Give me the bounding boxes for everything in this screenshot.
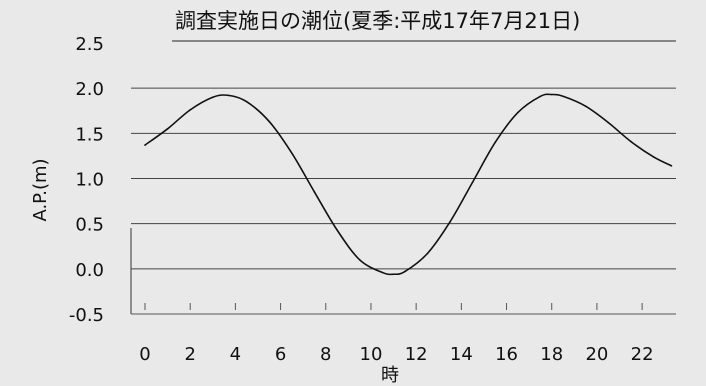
data-point bbox=[471, 181, 474, 183]
data-point bbox=[630, 140, 632, 143]
data-point bbox=[449, 221, 451, 223]
y-tick-label: 1.5 bbox=[75, 124, 104, 145]
y-tick-label: 0.5 bbox=[75, 215, 104, 236]
x-tick-label: 4 bbox=[230, 344, 241, 365]
x-tick-label: 12 bbox=[405, 344, 428, 365]
x-tick-label: 18 bbox=[540, 344, 563, 365]
data-point bbox=[607, 121, 610, 124]
data-point bbox=[291, 152, 293, 155]
data-point bbox=[494, 141, 497, 144]
x-tick-label: 8 bbox=[320, 344, 331, 365]
y-tick-label: 1.0 bbox=[75, 170, 104, 191]
y-tick-label: -0.5 bbox=[69, 305, 104, 326]
data-point bbox=[313, 191, 316, 193]
data-point bbox=[211, 96, 214, 98]
chart-title: 調査実施日の潮位(夏季:平成17年7月21日) bbox=[175, 9, 580, 33]
data-point bbox=[268, 120, 271, 123]
data-point bbox=[189, 109, 191, 111]
x-axis-label: 時 bbox=[381, 365, 399, 386]
data-point bbox=[144, 144, 146, 146]
x-tick-label: 22 bbox=[631, 344, 654, 365]
data-point bbox=[166, 128, 169, 130]
data-point bbox=[670, 165, 673, 167]
data-point bbox=[336, 229, 338, 231]
data-point bbox=[381, 271, 384, 274]
x-tick-label: 20 bbox=[585, 344, 608, 365]
data-point bbox=[562, 95, 564, 98]
y-tick-label: 2.5 bbox=[75, 34, 104, 55]
data-point bbox=[550, 93, 553, 96]
y-tick-label: 0.0 bbox=[75, 260, 104, 281]
x-tick-label: 10 bbox=[360, 344, 383, 365]
y-tick-label: 2.0 bbox=[75, 79, 104, 100]
x-tick-label: 0 bbox=[139, 344, 150, 365]
data-point bbox=[584, 105, 587, 108]
x-tick-label: 2 bbox=[184, 344, 195, 365]
data-point bbox=[358, 259, 361, 261]
data-point bbox=[539, 95, 542, 98]
data-point bbox=[517, 111, 519, 114]
grid-lines bbox=[130, 87, 676, 315]
y-axis-label: A.P.(m) bbox=[30, 158, 51, 221]
x-tick-label: 14 bbox=[450, 344, 473, 365]
data-point bbox=[404, 270, 406, 273]
data-point bbox=[392, 273, 395, 276]
axis-ticks: 2.5 2.0 1.5 1.0 0.5 0.0 -0.5 0 2 4 6 8 10 12 14 16 18 20 2… bbox=[69, 34, 654, 365]
data-point bbox=[245, 100, 248, 103]
data-point bbox=[227, 94, 230, 97]
x-tick-label: 16 bbox=[495, 344, 518, 365]
data-point bbox=[652, 156, 655, 158]
data-point bbox=[426, 252, 429, 255]
series-layer bbox=[144, 93, 673, 276]
x-tick-label: 6 bbox=[275, 344, 286, 365]
